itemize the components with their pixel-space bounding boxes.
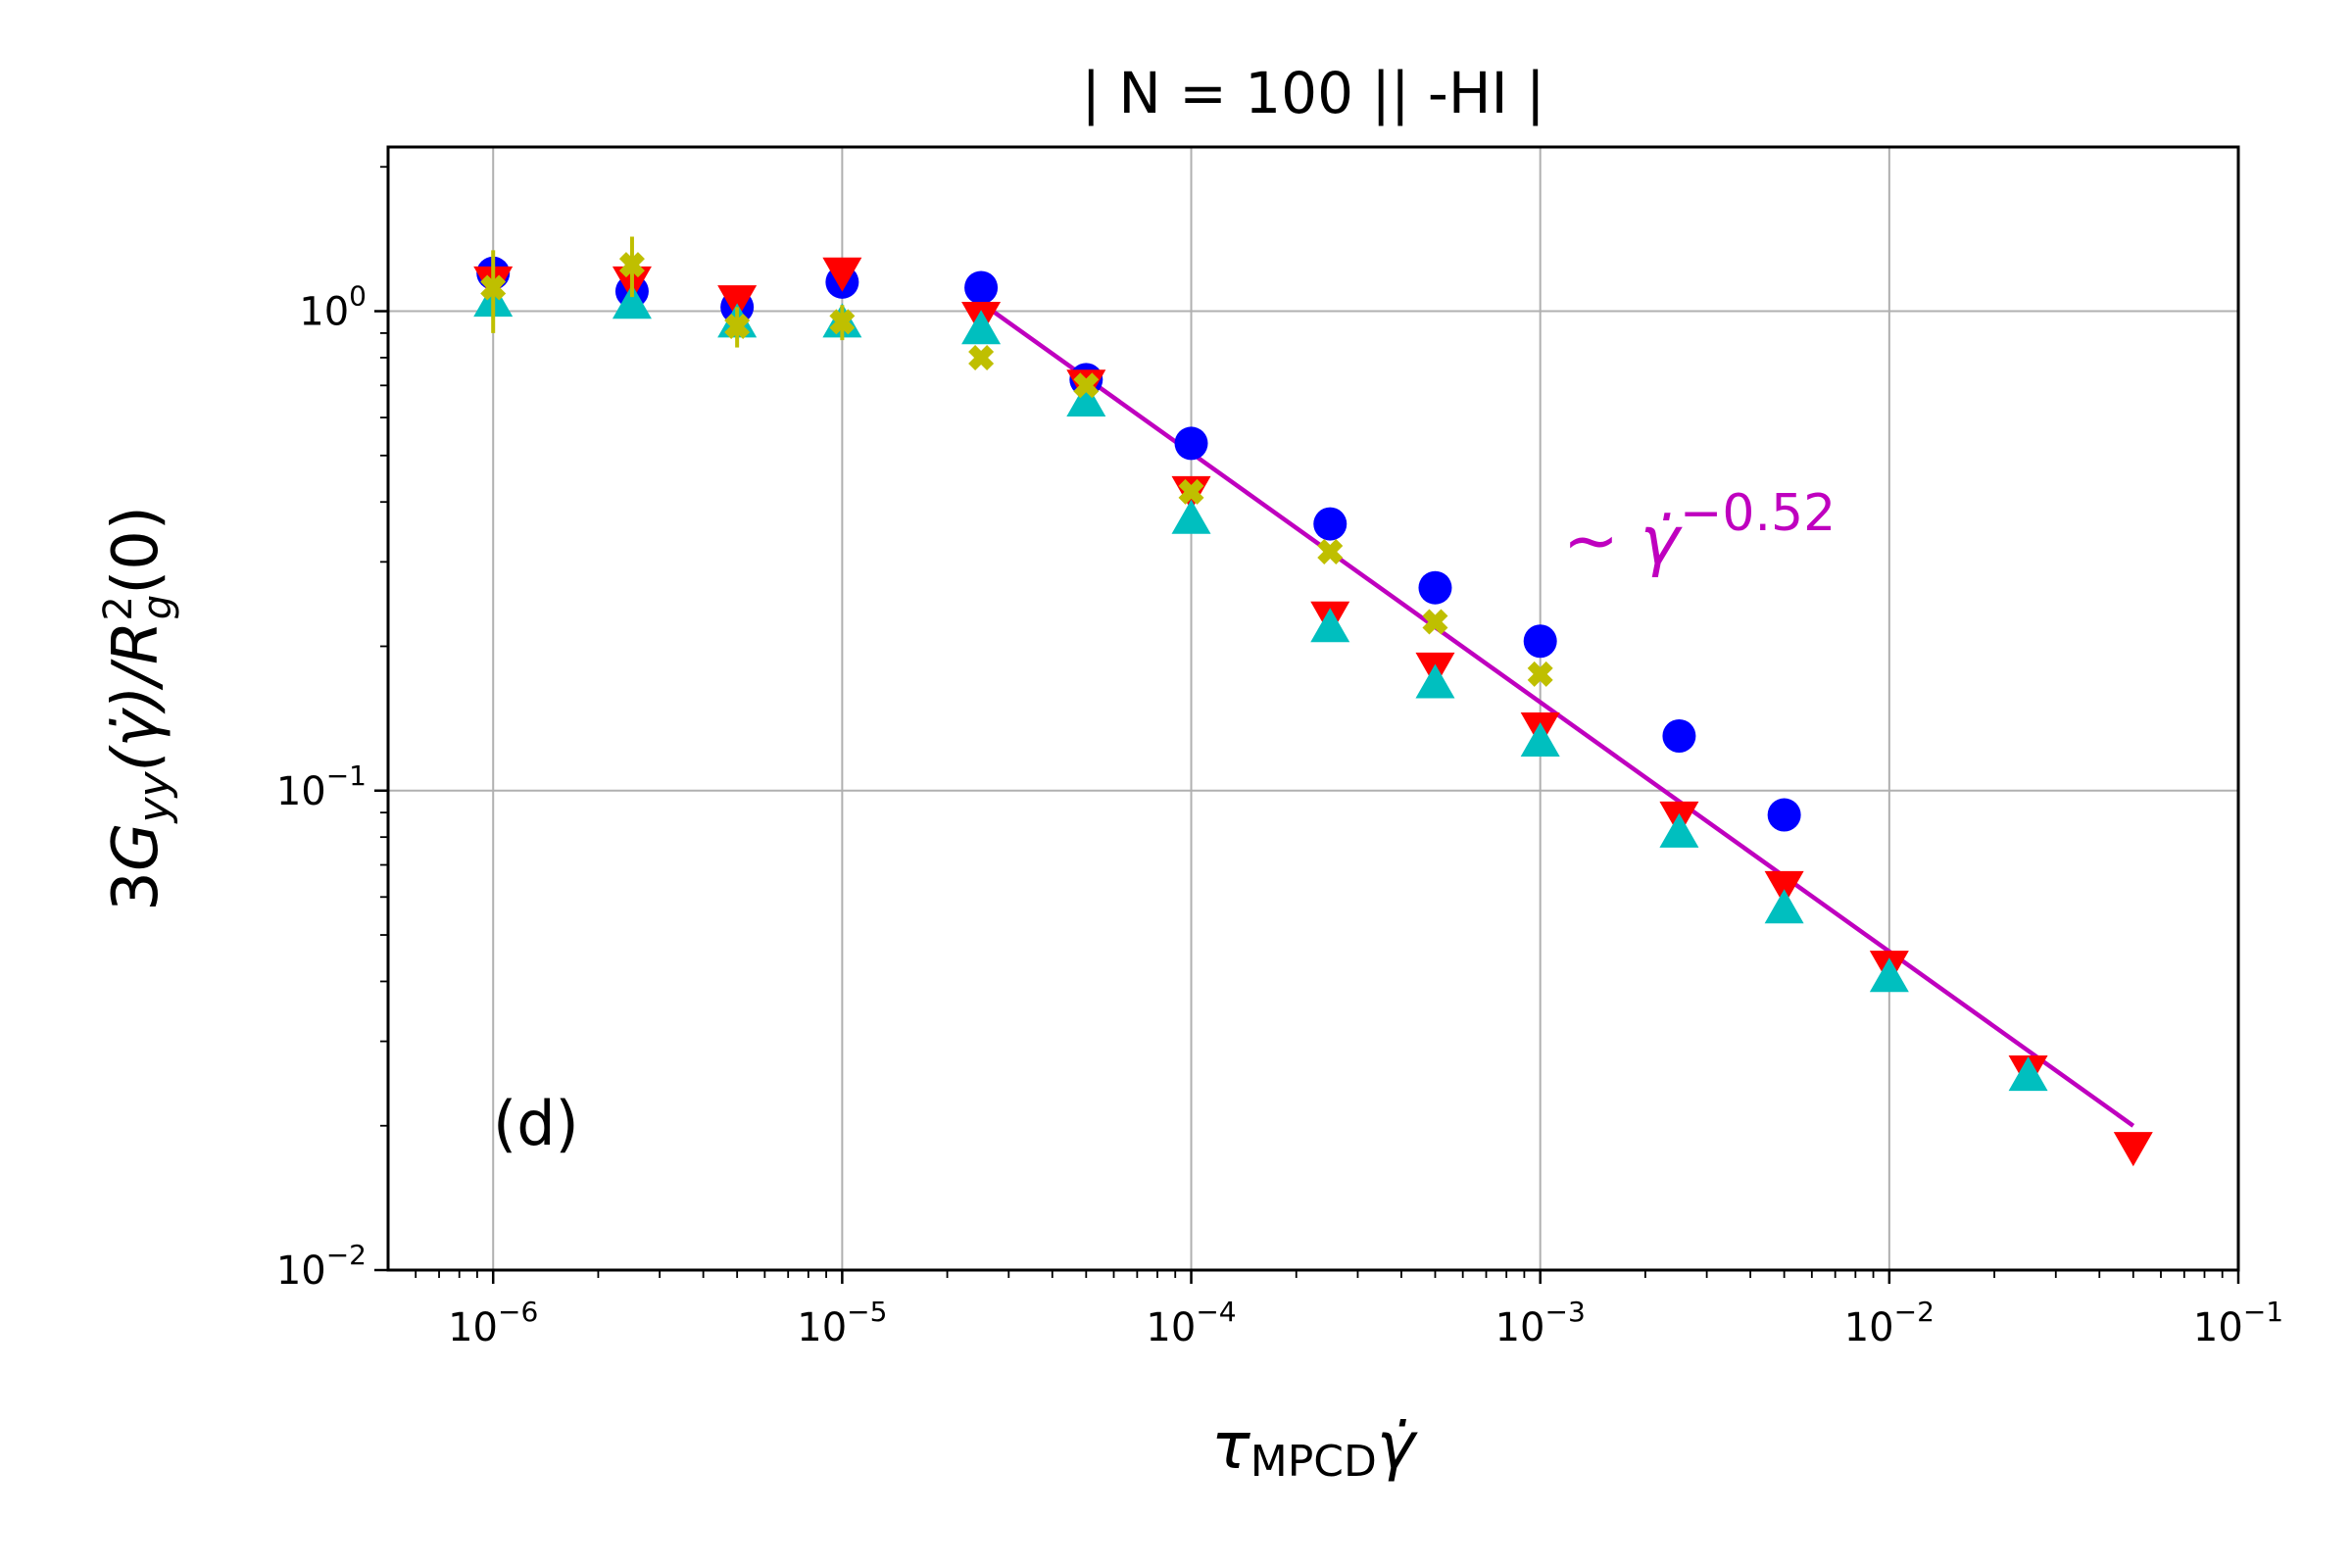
plot-frame xyxy=(386,145,2240,1272)
y-tick-label: 10−1 xyxy=(276,760,367,814)
cyan-up-triangles-point xyxy=(961,310,1002,345)
olive-crosses-point xyxy=(1317,538,1344,564)
blue-circles-point xyxy=(1523,624,1557,659)
y-tick-label: 10−2 xyxy=(276,1239,367,1294)
olive-crosses-point xyxy=(618,252,645,278)
blue-circles-point xyxy=(1418,570,1452,605)
minor-ticks xyxy=(380,166,2224,1278)
cyan-up-triangles-point xyxy=(1764,889,1804,924)
red-down-triangles-point xyxy=(1764,870,1804,906)
olive-crosses-point xyxy=(1422,609,1448,635)
blue-circles-point xyxy=(964,270,999,305)
x-tick-labels: 10−6 10−5 10−4 10−3 10−2 10−1 xyxy=(448,1296,2283,1350)
x-tick-label: 10−3 xyxy=(1495,1296,1586,1350)
power-law-fit-line xyxy=(985,305,2135,1128)
cyan-up-triangles-point xyxy=(1066,382,1106,417)
cyan-up-triangles-point xyxy=(2008,1056,2048,1092)
data-marks xyxy=(473,236,2153,1167)
cyan-up-triangles-point xyxy=(612,284,652,319)
olive-crosses-point xyxy=(724,313,751,339)
y-tick-labels: 100 10−1 10−2 xyxy=(276,280,367,1294)
chart-title: | N = 100 || -HI | xyxy=(1081,60,1544,126)
blue-circles-point xyxy=(1767,798,1801,832)
x-tick-label: 10−1 xyxy=(2193,1296,2283,1350)
cyan-up-triangles-point xyxy=(1520,721,1560,757)
x-tick-label: 10−5 xyxy=(797,1296,887,1350)
y-tick-label: 100 xyxy=(299,280,367,335)
cyan-up-triangles-point xyxy=(1310,608,1350,643)
cyan-up-triangles-point xyxy=(1171,499,1211,534)
olive-crosses-point xyxy=(829,309,856,335)
panel-label: (d) xyxy=(493,1088,579,1159)
major-ticks xyxy=(374,310,2240,1284)
blue-circles-point xyxy=(1313,507,1348,541)
x-tick-label: 10−6 xyxy=(448,1296,538,1350)
grid-lines xyxy=(388,147,2238,1270)
red-down-triangles-point xyxy=(717,285,758,320)
blue-circles-point xyxy=(1174,426,1208,461)
cyan-up-triangles-point xyxy=(1869,957,1909,993)
fit-line-layer xyxy=(985,305,2135,1128)
series-olive-crosses xyxy=(480,236,1553,687)
x-tick-label: 10−4 xyxy=(1146,1296,1236,1350)
blue-circles-point xyxy=(1662,719,1696,754)
y-axis-label: 3Gyy(γ̇)/R2g(0) xyxy=(96,506,180,911)
series-red-down-triangles xyxy=(473,257,2153,1167)
red-down-triangles-point xyxy=(822,257,862,292)
cyan-up-triangles-point xyxy=(1659,812,1699,848)
olive-crosses-point xyxy=(1178,478,1204,505)
series-blue-circles xyxy=(476,256,1801,832)
olive-crosses-point xyxy=(1527,661,1553,687)
x-tick-label: 10−2 xyxy=(1844,1296,1935,1350)
x-axis-label: τMPCDγ̇ xyxy=(1211,1408,1418,1487)
olive-crosses-point xyxy=(480,274,507,301)
fit-label: ~ γ̇−0.52 xyxy=(1563,484,1836,580)
red-down-triangles-point xyxy=(2113,1132,2153,1167)
olive-crosses-point xyxy=(1073,372,1100,399)
series-cyan-up-triangles xyxy=(473,282,2048,1092)
cyan-up-triangles-point xyxy=(1415,663,1455,699)
olive-crosses-point xyxy=(968,344,995,370)
